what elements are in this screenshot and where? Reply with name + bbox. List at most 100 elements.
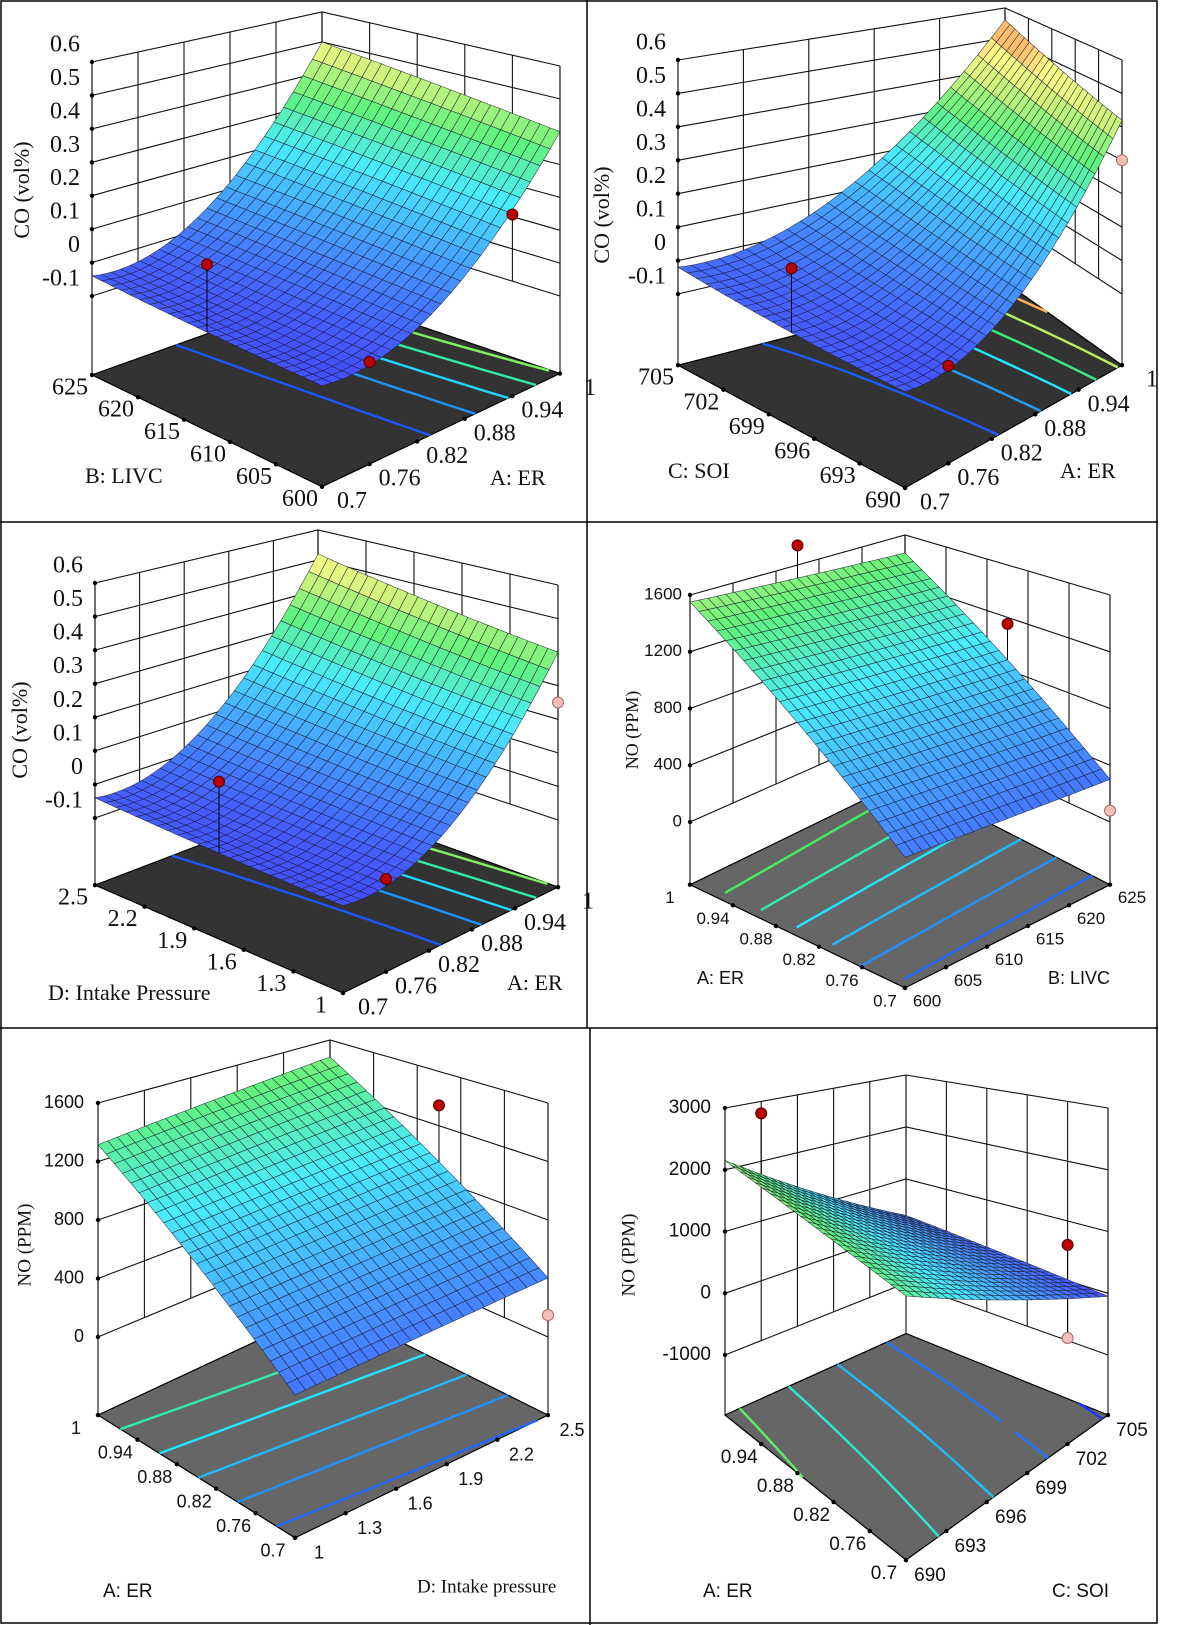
- surface-plot-panel-5: 0 400 800 1200 1600 0.7 0.760.820.880.94 1 1 1.3 1…: [14, 1039, 585, 1602]
- design-point: [785, 262, 798, 333]
- tick-mark: [1119, 363, 1125, 368]
- tick-mark: [510, 393, 515, 399]
- tick-mark: [174, 1461, 179, 1467]
- axis-tick-marks: [95, 1100, 551, 1540]
- tick-mark: [675, 291, 681, 297]
- tick-mark: [142, 904, 147, 909]
- left-axis-title: A: ER: [697, 968, 744, 988]
- panel-borders: [0, 0, 1158, 1625]
- right-axis-tick-label: 0.7: [358, 995, 388, 1021]
- z-tick-label: 0.4: [636, 96, 666, 122]
- right-axis-tick-label: 0.94: [1088, 391, 1130, 417]
- response-surface: [91, 41, 561, 386]
- tick-mark: [273, 462, 279, 467]
- z-tick-label: 0: [700, 1282, 711, 1303]
- right-axis-title: C: SOI: [1052, 1581, 1109, 1602]
- tick-mark: [730, 903, 736, 908]
- z-tick-label: 0.1: [50, 199, 80, 225]
- tick-mark: [462, 416, 467, 421]
- tick-mark: [135, 1437, 140, 1442]
- design-point-marker: [1116, 154, 1128, 167]
- tick-mark: [469, 927, 475, 932]
- contour-line: [762, 342, 999, 437]
- axis-tick-marks: [89, 59, 563, 489]
- tick-mark: [902, 985, 908, 991]
- tick-mark: [135, 395, 141, 400]
- tick-mark: [943, 965, 949, 970]
- design-point: [1001, 617, 1014, 660]
- left-axis-tick-label: 696: [774, 438, 810, 464]
- surface-cell: [894, 383, 915, 393]
- tick-mark: [92, 748, 98, 754]
- outer-frame: [0, 0, 1158, 1624]
- z-axis-title: NO (PPM): [618, 1214, 639, 1297]
- design-point: [1061, 1298, 1074, 1345]
- axis-tick-marks: [92, 580, 561, 996]
- left-axis-tick-label: 0.7: [873, 991, 897, 1010]
- z-axis-title: CO (vol%): [589, 166, 614, 263]
- contour-line: [1078, 1402, 1104, 1420]
- left-axis-tick-label: 693: [820, 463, 856, 489]
- tick-mark: [903, 1557, 909, 1563]
- z-axis-title: CO (vol%): [9, 141, 34, 238]
- tick-mark: [95, 1100, 101, 1106]
- z-tick-label: 3000: [669, 1097, 711, 1118]
- tick-mark: [291, 969, 296, 974]
- contour-line: [787, 1385, 940, 1538]
- z-tick-label: 0.3: [636, 130, 666, 156]
- left-axis-tick-label: 0.94: [696, 909, 729, 928]
- tick-mark: [687, 649, 693, 654]
- left-axis-tick-label: 0.7: [871, 1563, 897, 1584]
- left-axis-tick-label: 0.76: [829, 1534, 866, 1555]
- right-axis-tick-label: 0.82: [1001, 440, 1043, 466]
- floor-contours: [738, 1341, 1104, 1538]
- left-axis-tick-label: 705: [638, 365, 674, 391]
- tick-mark: [722, 1352, 728, 1358]
- contour-line: [171, 854, 442, 947]
- left-axis-tick-label: 625: [52, 374, 88, 400]
- contour-line: [198, 1373, 468, 1479]
- tick-mark: [92, 614, 98, 619]
- design-point-marker: [942, 359, 955, 372]
- left-axis-tick-label: 702: [683, 389, 719, 415]
- axis-labels: -0.1 0 0.1 0.2 0.3 0.4 0.5 0.6 1 1.3 1.6 1.9 2.2 2.5 0…: [7, 553, 594, 1021]
- z-tick-label: 0: [654, 230, 666, 256]
- axis-labels: -0.1 0 0.1 0.2 0.3 0.4 0.5 0.6 690 693 696 699 702 70…: [589, 30, 1158, 516]
- tick-mark: [857, 461, 862, 466]
- z-tick-label: 1000: [669, 1221, 711, 1242]
- design-point-marker: [1001, 617, 1014, 630]
- left-axis-tick-label: 2.5: [58, 885, 88, 911]
- response-surface: [724, 1160, 1109, 1301]
- z-tick-label: 0.2: [50, 165, 80, 191]
- right-axis-tick-label: 1.9: [458, 1469, 483, 1489]
- z-tick-label: 1200: [44, 1150, 84, 1170]
- tick-mark: [675, 158, 681, 163]
- design-point: [552, 652, 564, 709]
- contour-line: [836, 1363, 995, 1499]
- left-axis-tick-label: 1: [665, 888, 674, 907]
- right-axis-tick-label: 610: [995, 950, 1023, 969]
- tick-mark: [759, 1441, 764, 1447]
- tick-mark: [95, 1276, 101, 1281]
- design-point-marker: [506, 208, 519, 221]
- tick-mark: [89, 293, 95, 299]
- design-point-marker: [363, 356, 376, 369]
- tick-mark: [192, 926, 197, 931]
- design-point: [791, 539, 804, 579]
- right-axis-tick-label: 600: [913, 991, 941, 1010]
- left-axis-tick-label: 0.82: [782, 950, 815, 969]
- left-axis-tick-label: 0.82: [793, 1505, 830, 1526]
- surface-plot-panel-2: -0.1 0 0.1 0.2 0.3 0.4 0.5 0.6 690 693 696 699 702 70…: [589, 7, 1158, 516]
- tick-mark: [722, 1291, 728, 1296]
- right-axis-tick-label: 0.7: [337, 488, 367, 514]
- tick-mark: [944, 1528, 949, 1534]
- tick-mark: [722, 1229, 728, 1234]
- tick-mark: [89, 372, 95, 378]
- left-axis-tick-label: 0.94: [98, 1442, 133, 1462]
- tick-mark: [795, 1470, 800, 1476]
- tick-mark: [812, 436, 817, 442]
- left-axis-title: C: SOI: [668, 458, 730, 483]
- left-axis-tick-label: 600: [282, 486, 318, 512]
- tick-mark: [867, 1528, 872, 1534]
- z-tick-label: 0.6: [636, 30, 666, 56]
